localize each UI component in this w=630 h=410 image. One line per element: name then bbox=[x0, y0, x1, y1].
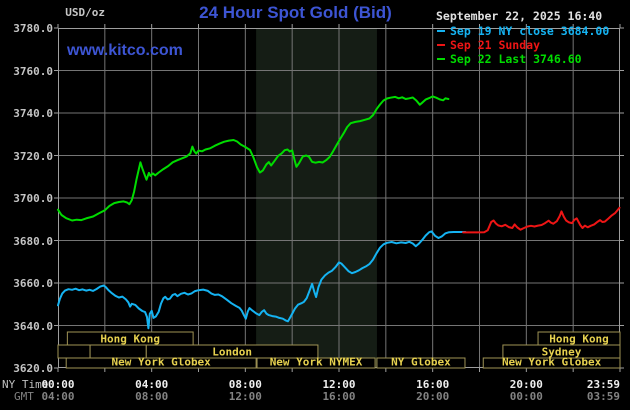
session-label: New York Globex bbox=[111, 356, 211, 369]
y-axis-tick-label: 3680.0 bbox=[13, 234, 53, 248]
legend-item-sep21: Sep 21 Sunday bbox=[437, 38, 627, 52]
ny-time-tick-label: 08:00 bbox=[228, 378, 262, 391]
gmt-tick-label: 08:00 bbox=[135, 390, 169, 403]
ny-time-tick-label: 20:00 bbox=[509, 378, 543, 391]
session-label: Sydney bbox=[542, 346, 582, 359]
sep19-line-swatch bbox=[437, 30, 445, 32]
session-box-new-york-globex bbox=[482, 357, 621, 369]
ny-time-tick-label: 16:00 bbox=[416, 378, 450, 391]
session-label: New York Globex bbox=[502, 356, 602, 369]
series-line-sep-22 bbox=[57, 95, 450, 222]
x-axis-gmt-caption: GMT bbox=[14, 390, 34, 403]
gmt-tick-label: 00:00 bbox=[509, 390, 543, 403]
y-axis-tick-label: 3780.0 bbox=[13, 22, 53, 35]
gmt-tick-label: 16:00 bbox=[322, 390, 356, 403]
session-box-new-york-nymex bbox=[256, 357, 376, 369]
session-box-new-york-globex bbox=[65, 357, 257, 369]
y-axis-tick-label: 3720.0 bbox=[13, 149, 53, 163]
legend-label: Sep 22 Last 3746.60 bbox=[450, 52, 582, 66]
ny-time-tick-label: 23:59 bbox=[586, 378, 620, 391]
ny-time-tick-label: 12:00 bbox=[322, 378, 356, 391]
session-label: Hong Kong bbox=[549, 333, 609, 346]
session-label: Hong Kong bbox=[100, 333, 160, 346]
legend-label: Sep 19 NY close 3684.00 bbox=[450, 24, 610, 38]
kitco-watermark-link[interactable]: www.kitco.com bbox=[67, 42, 183, 59]
session-box bbox=[57, 344, 91, 359]
gmt-tick-label: 04:00 bbox=[41, 390, 75, 403]
series-line-sep-21 bbox=[462, 206, 621, 234]
ny-time-tick-label: 04:00 bbox=[135, 378, 169, 391]
session-label: London bbox=[212, 346, 252, 359]
gmt-tick-label: 03:59 bbox=[586, 390, 620, 403]
y-axis-tick-label: 3660.0 bbox=[13, 277, 53, 290]
y-axis-tick-label: 3740.0 bbox=[13, 107, 53, 120]
session-label: NY Globex bbox=[391, 356, 451, 369]
legend-item-sep22: Sep 22 Last 3746.60 bbox=[437, 52, 627, 66]
chart-datetime: September 22, 2025 16:40 bbox=[436, 9, 603, 23]
sep22-line-swatch bbox=[437, 58, 445, 60]
x-axis-ny-time-caption: NY Time bbox=[2, 378, 49, 391]
legend: Sep 19 NY close 3684.00 Sep 21 Sunday Se… bbox=[437, 24, 627, 66]
ny-time-tick-label: 00:00 bbox=[41, 378, 75, 391]
gmt-tick-label: 20:00 bbox=[416, 390, 450, 403]
legend-item-sep19: Sep 19 NY close 3684.00 bbox=[437, 24, 627, 38]
y-axis-tick-label: 3760.0 bbox=[13, 64, 53, 78]
session-box-ny-globex bbox=[376, 357, 466, 369]
y-axis-tick-label: 3700.0 bbox=[13, 192, 53, 205]
series-line-sep-19 bbox=[57, 230, 467, 330]
session-label: New York NYMEX bbox=[270, 356, 363, 369]
chart-title: 24 Hour Spot Gold (Bid) bbox=[199, 3, 392, 22]
gmt-tick-label: 12:00 bbox=[228, 390, 262, 403]
legend-label: Sep 21 Sunday bbox=[450, 38, 541, 52]
y-axis-unit-label: USD/oz bbox=[65, 6, 105, 19]
y-axis-tick-label: 3640.0 bbox=[13, 319, 53, 333]
sep21-line-swatch bbox=[437, 44, 445, 46]
y-axis-tick-label: 3620.0 bbox=[13, 362, 53, 375]
